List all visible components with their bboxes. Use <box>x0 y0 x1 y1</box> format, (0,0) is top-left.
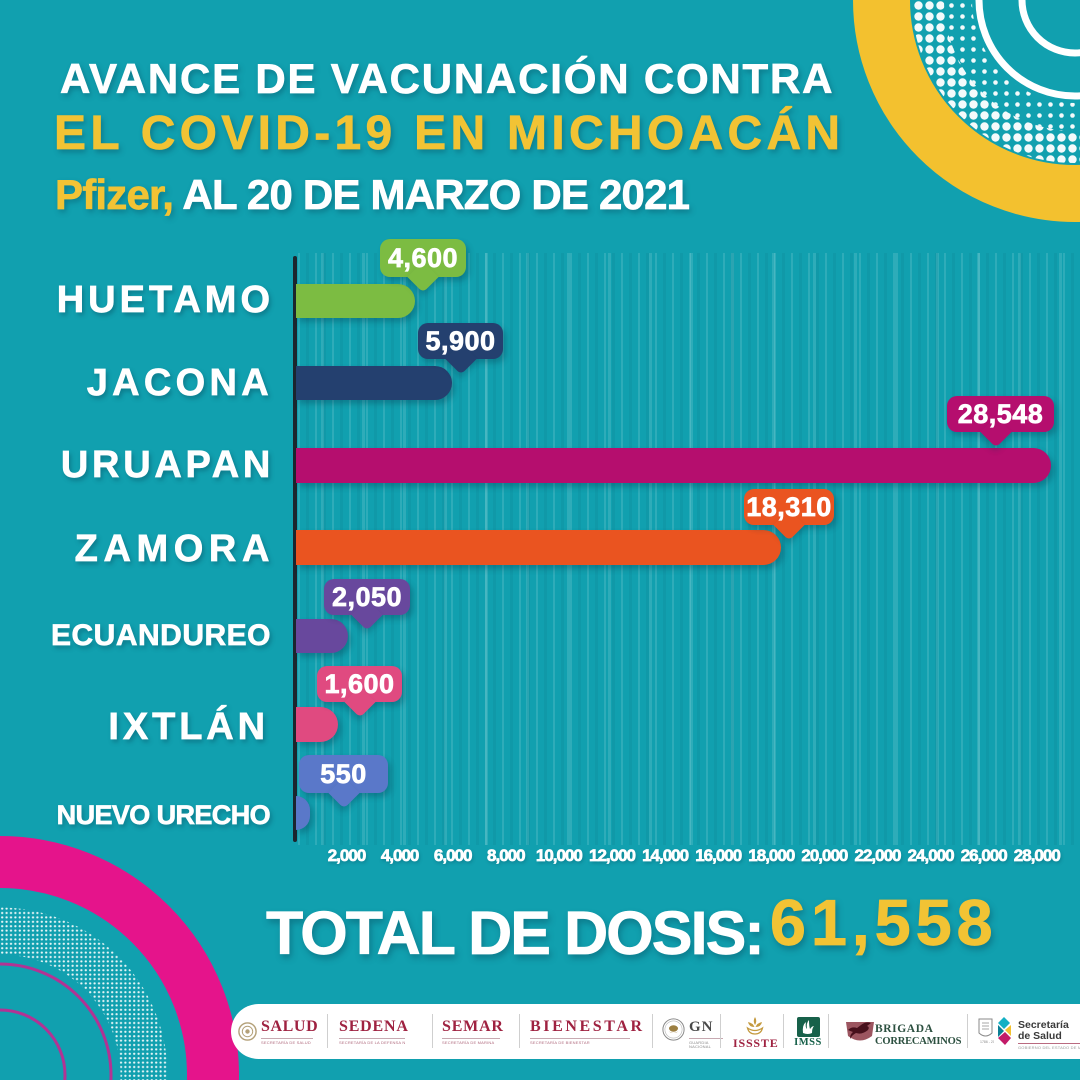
svg-text:1786 - 2021: 1786 - 2021 <box>980 1040 994 1044</box>
